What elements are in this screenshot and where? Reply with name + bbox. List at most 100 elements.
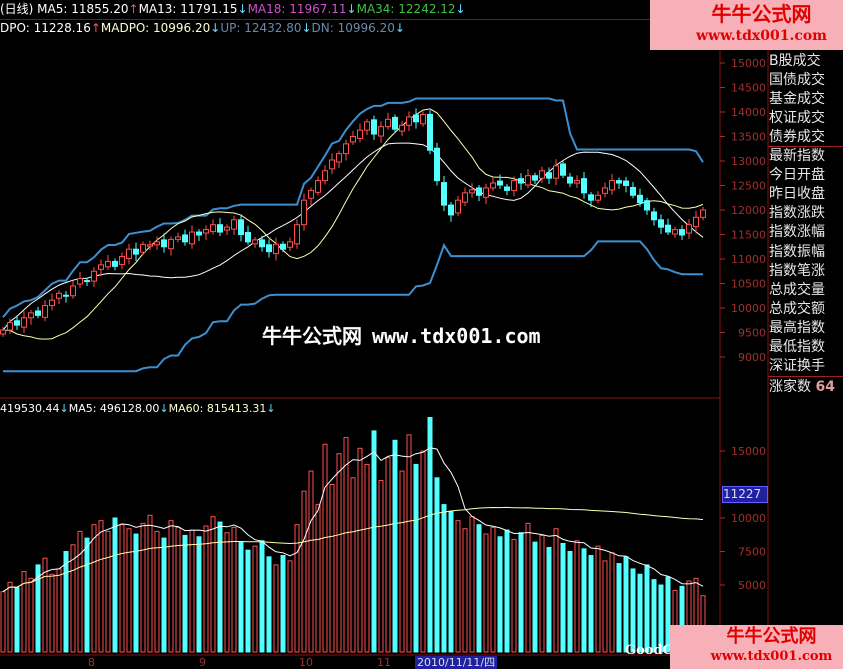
arrow-down-icon: ↓ [394, 21, 405, 35]
panel-item[interactable]: 指数笔涨 [769, 262, 825, 279]
candle-up [224, 226, 230, 231]
volume-bar-down [546, 546, 552, 653]
panel-item[interactable]: 总成交量 [769, 281, 825, 298]
candle-up [511, 180, 517, 191]
candle-up [602, 187, 608, 194]
candle-up [189, 231, 195, 245]
volume-bar-down [630, 568, 636, 653]
arrow-down-icon: ↓ [59, 402, 69, 415]
volume-tick-label: 15000 [731, 445, 766, 458]
time-tick: 11 [377, 656, 391, 669]
panel-item[interactable]: 指数涨跌 [769, 205, 825, 222]
indicator-value: MA18: 11967.11 [247, 2, 347, 16]
candle-up [7, 322, 13, 331]
volume-bar-up [406, 434, 412, 653]
candle-up [350, 136, 356, 143]
indicator-value: MA5: 496128.00 [68, 402, 160, 415]
panel-divider [768, 376, 843, 377]
panel-item[interactable]: 总成交额 [769, 300, 825, 317]
panel-item[interactable]: 今日开盘 [769, 167, 825, 184]
candle-up [539, 170, 545, 179]
candle-up [98, 264, 104, 270]
panel-item[interactable]: 最新指数 [769, 148, 825, 164]
candle-up [686, 224, 692, 234]
volume-bar-up [287, 560, 293, 653]
panel-item[interactable]: 深证换手 [769, 358, 825, 375]
volume-bar-up [574, 540, 580, 653]
candle-up [553, 165, 559, 179]
panel-item[interactable]: 昨日收盘 [769, 186, 825, 203]
indicator-value: MA60: 815413.31 [168, 402, 267, 415]
volume-bar-up [210, 516, 216, 653]
lower-band-line [3, 240, 703, 373]
arrow-down-icon: ↓ [266, 402, 276, 415]
volume-cursor-value: 11227 [722, 486, 768, 503]
panel-item[interactable]: 国债成交 [769, 72, 825, 88]
volume-bar-up [385, 457, 391, 653]
candle-up [378, 126, 384, 137]
arrow-down-icon: ↓ [210, 21, 221, 35]
volume-bar-down [371, 430, 377, 653]
price-tick-label: 12000 [731, 204, 766, 217]
volume-bar-up [91, 524, 97, 653]
price-tick-label: 14500 [731, 82, 766, 95]
dpo-line [2, 142, 704, 331]
panel-item[interactable]: 权证成交 [769, 110, 825, 126]
candle-down [196, 231, 202, 236]
volume-bar-down [245, 549, 251, 653]
volume-bar-up [203, 525, 209, 653]
volume-bar-down [441, 504, 447, 653]
candle-up [231, 219, 237, 230]
candle-down [161, 239, 167, 248]
candle-up [420, 113, 426, 125]
candle-up [252, 239, 258, 245]
candle-down [658, 219, 664, 228]
volume-bar-up [539, 534, 545, 653]
candle-up [91, 270, 97, 282]
candle-down [280, 243, 286, 250]
volume-bar-up [154, 530, 160, 653]
indicator-line-2: DPO: 11228.16↑MADPO: 10996.20↓UP: 12432.… [0, 19, 405, 37]
volume-bar-down [644, 564, 650, 653]
panel-item[interactable]: 债券成交 [769, 129, 825, 145]
volume-bar-up [28, 577, 34, 653]
panel-item[interactable]: 最高指数 [769, 319, 825, 336]
price-tick-label: 9500 [738, 327, 766, 340]
panel-item[interactable]: B股成交 [769, 53, 821, 69]
volume-bar-down [427, 417, 433, 653]
candle-up [0, 329, 6, 335]
price-tick-label: 10500 [731, 278, 766, 291]
volume-bar-up [49, 573, 55, 653]
candle-down [434, 147, 440, 182]
time-tick: 9 [199, 656, 206, 669]
price-tick-label: 13000 [731, 155, 766, 168]
candle-down [35, 310, 41, 316]
volume-tick-label: 7500 [738, 546, 766, 559]
panel-item[interactable]: 最低指数 [769, 339, 825, 355]
candle-up [273, 243, 279, 255]
candle-down [392, 116, 398, 130]
candle-up [287, 241, 293, 248]
volume-bar-down [84, 537, 90, 653]
indicator-value: (日线) MA5: 11855.20 [0, 2, 129, 16]
volume-bar-up [147, 514, 153, 653]
candle-up [364, 121, 370, 131]
candle-up [343, 143, 349, 155]
volume-bar-up [175, 526, 181, 653]
panel-item[interactable]: 指数振幅 [769, 243, 825, 260]
volume-bar-up [98, 520, 104, 653]
volume-bar-up [595, 545, 601, 653]
volume-bar-up [21, 571, 27, 653]
volume-bar-down [637, 573, 643, 653]
volume-bar-up [525, 522, 531, 653]
panel-item-rise-count[interactable]: 涨家数 64 [769, 379, 835, 395]
volume-bar-down [658, 584, 664, 653]
indicator-value: DPO: 11228.16 [0, 21, 91, 35]
volume-bar-up [469, 516, 475, 653]
panel-item[interactable]: 基金成交 [769, 91, 825, 107]
panel-item[interactable]: 指数涨幅 [769, 224, 825, 241]
volume-bar-down [112, 517, 118, 653]
volume-bar-up [126, 528, 132, 653]
volume-bar-up [329, 484, 335, 653]
